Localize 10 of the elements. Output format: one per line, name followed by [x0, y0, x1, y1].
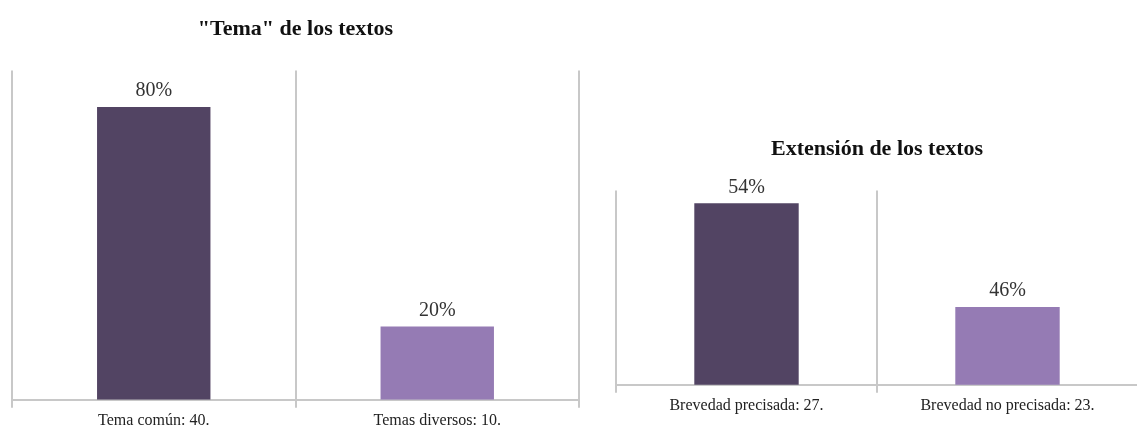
- data-label: 20%: [418, 297, 456, 320]
- data-label: 54%: [728, 174, 765, 197]
- chart-title: "Tema" de los textos: [197, 14, 394, 40]
- chart-title: Extensión de los textos: [770, 134, 984, 160]
- x-tick-label: Temas diversos: 10.: [373, 410, 501, 428]
- data-label: 80%: [135, 78, 173, 101]
- data-label: 46%: [989, 278, 1026, 301]
- x-tick-label: Brevedad no precisada: 23.: [920, 395, 1095, 414]
- x-tick-label: Tema común: 40.: [98, 410, 210, 428]
- x-tick-label: Brevedad precisada: 27.: [669, 395, 824, 414]
